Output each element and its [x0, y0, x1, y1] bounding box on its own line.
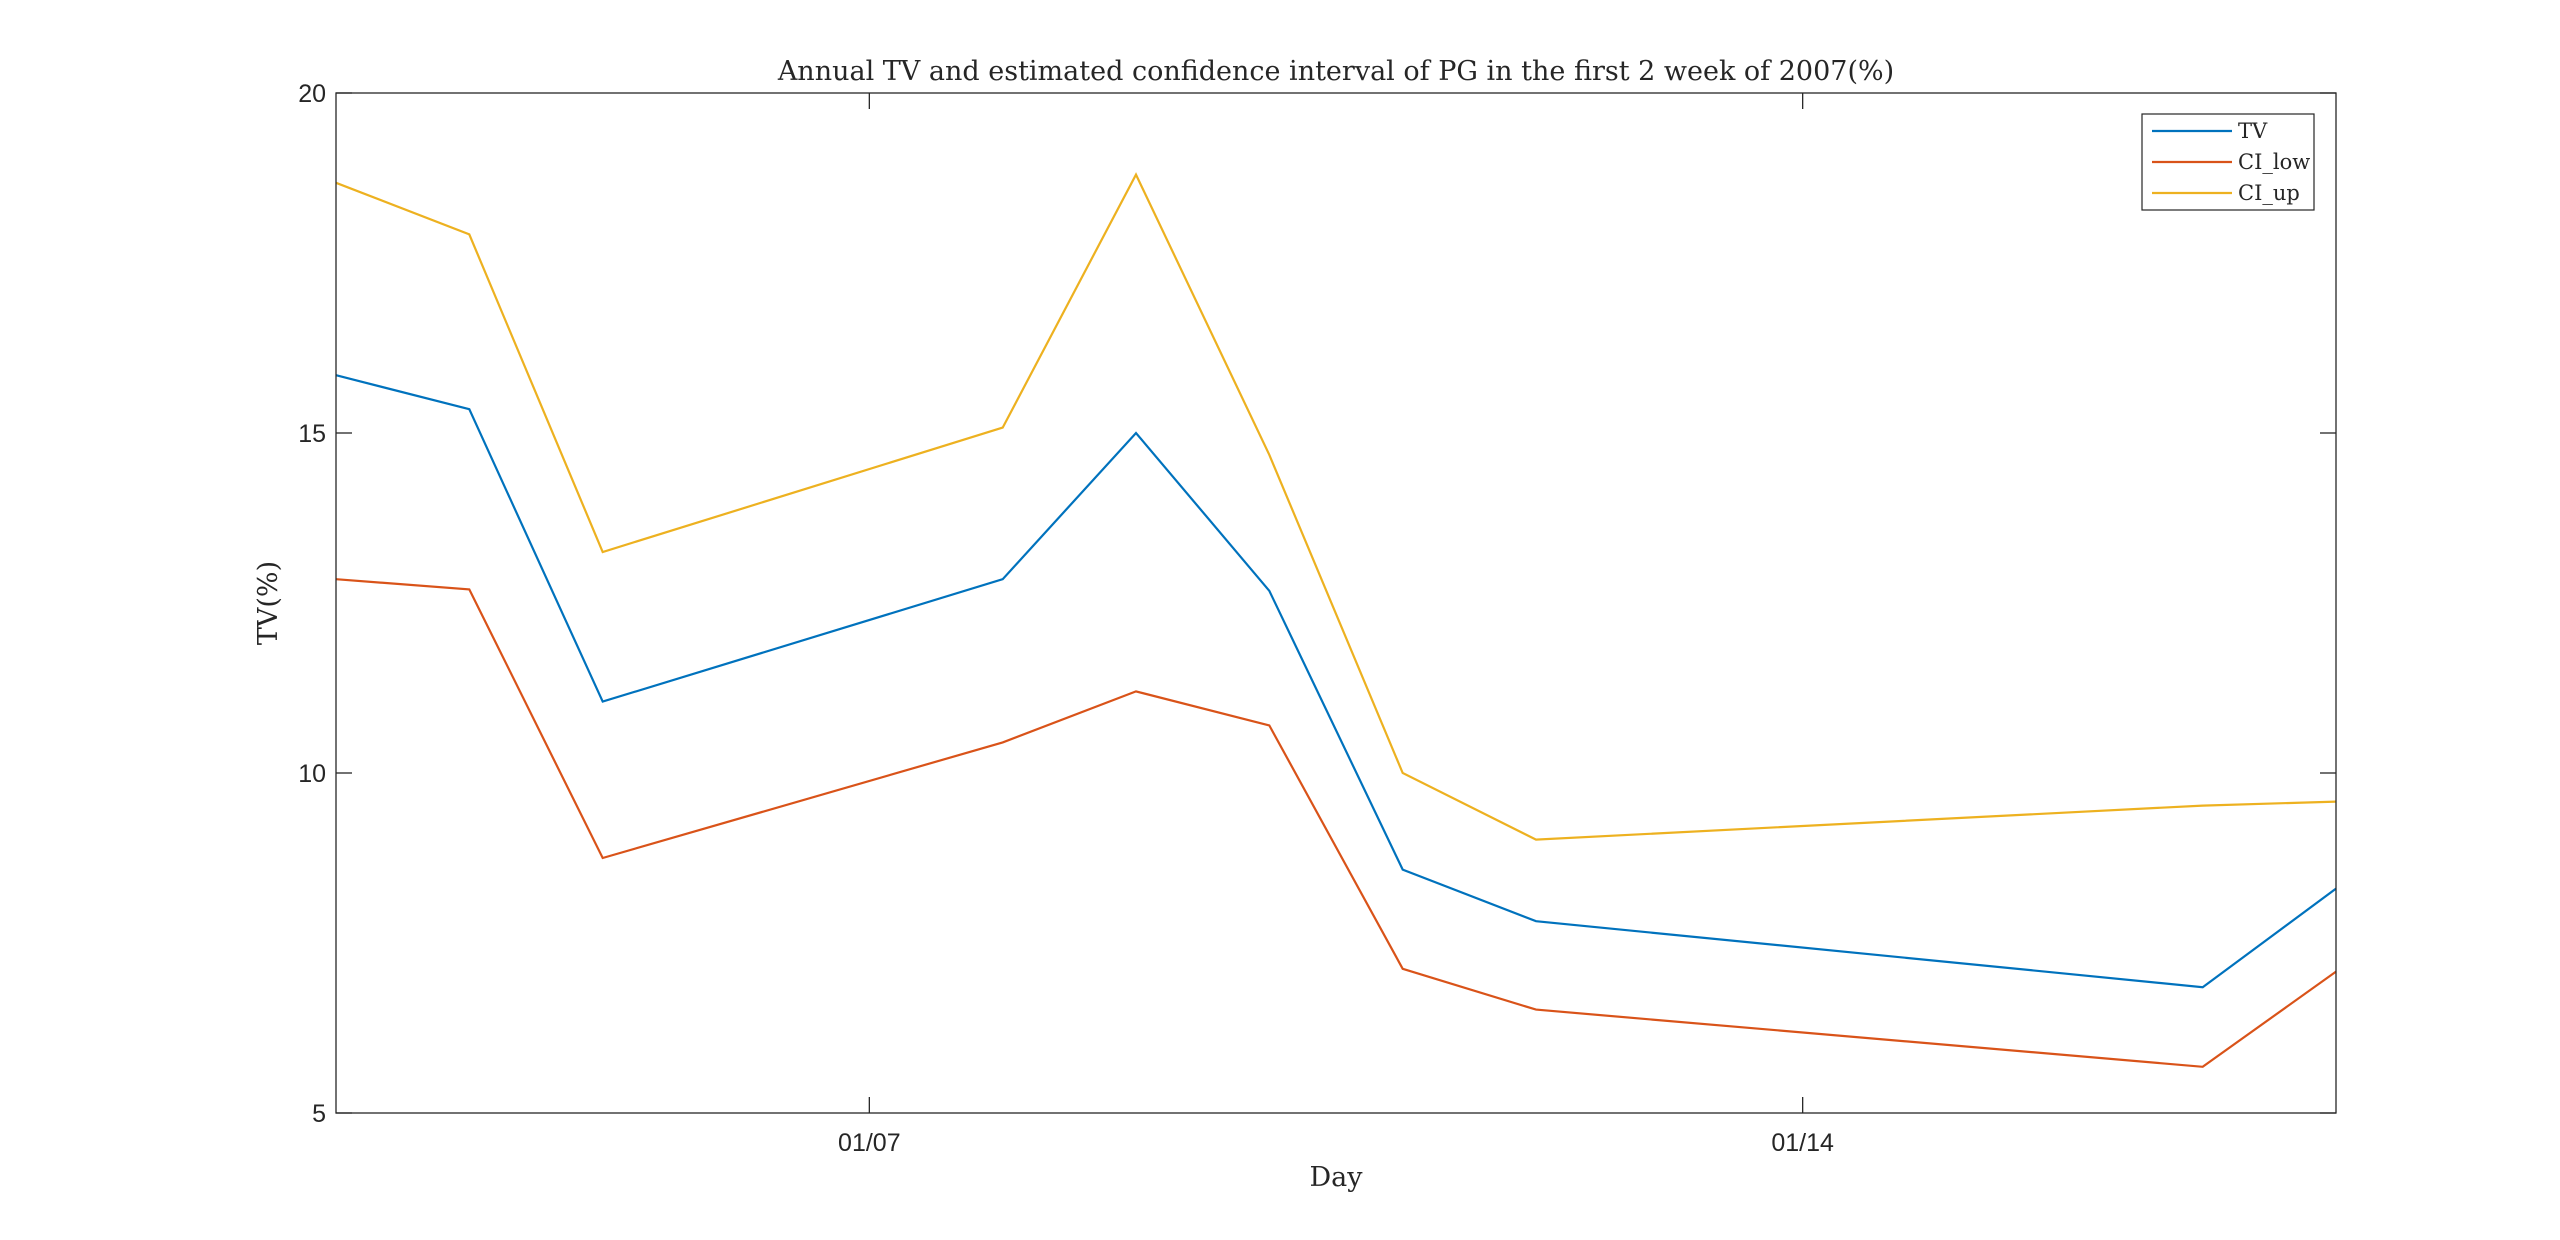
tick-layer: 5 10 15 20 01/07 01/14: [298, 80, 2336, 1157]
legend-label-ci-up: CI_up: [2238, 181, 2300, 205]
legend: TV CI_low CI_up: [2141, 113, 2315, 211]
plot-area: [335, 92, 2337, 1114]
series-layer: [335, 172, 2337, 1068]
series-line-ci-up: [335, 172, 2337, 841]
y-tick-label: 15: [298, 420, 326, 448]
chart-title: Annual TV and estimated confidence inter…: [777, 56, 1894, 87]
x-tick-label: 01/07: [838, 1129, 901, 1157]
series-line-tv: [335, 374, 2337, 989]
x-axis-label: Day: [1310, 1162, 1364, 1193]
y-tick-label: 20: [298, 80, 326, 108]
x-tick-label: 01/14: [1771, 1129, 1834, 1157]
y-tick-label: 5: [312, 1100, 326, 1128]
y-tick-label: 10: [298, 760, 326, 788]
series-line-ci-low: [335, 578, 2337, 1068]
y-axis-label: TV(%): [253, 561, 284, 645]
legend-label-ci-low: CI_low: [2238, 150, 2310, 174]
legend-label-tv: TV: [2238, 119, 2268, 143]
